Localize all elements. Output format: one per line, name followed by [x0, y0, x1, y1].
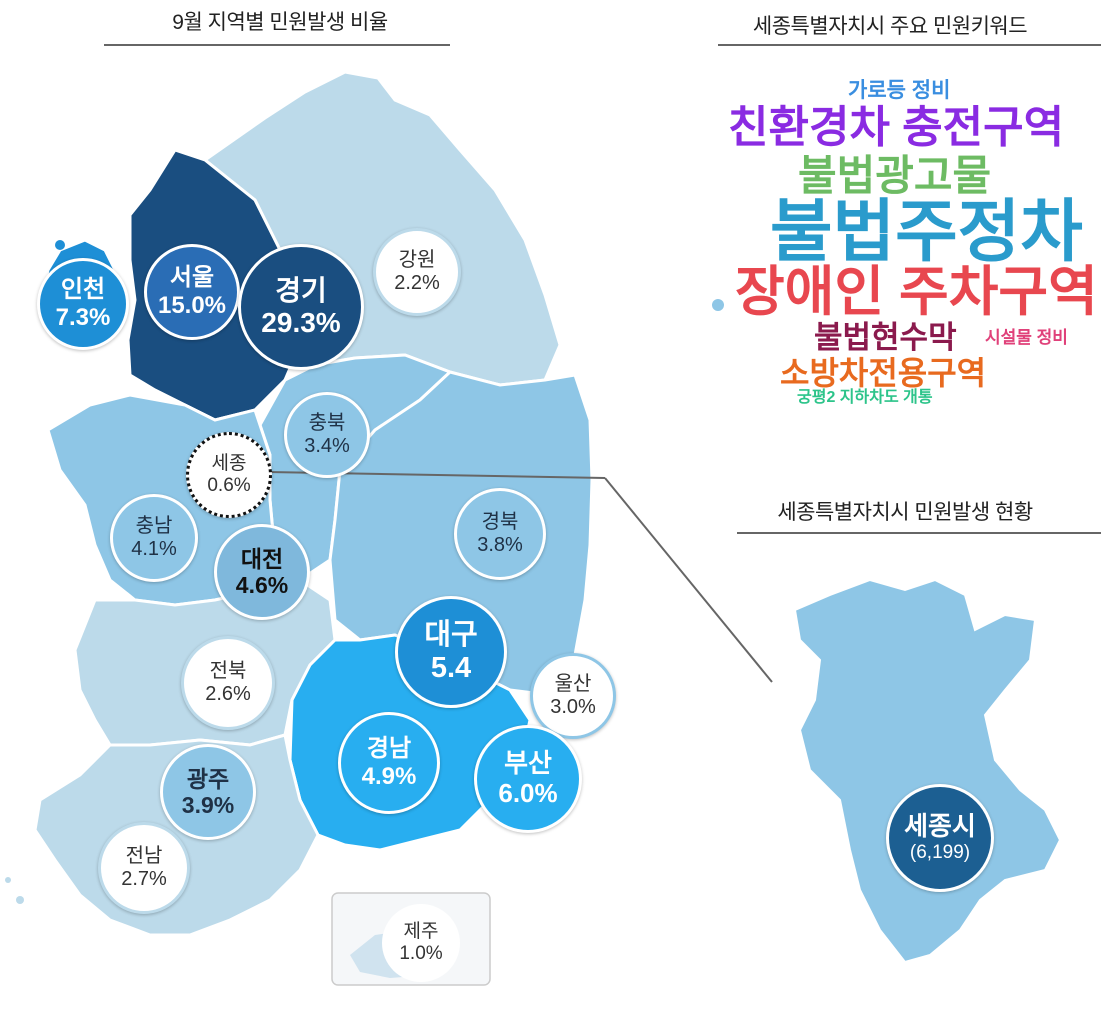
region-value: 4.9% — [361, 763, 417, 790]
region-value: 7.3% — [55, 304, 111, 331]
bubble-chungnam: 충남 4.1% — [110, 494, 198, 582]
sejong-status-title: 세종특별자치시 민원발생 현황 — [777, 501, 1033, 524]
region-name: 경북 — [481, 511, 519, 533]
region-name: 울산 — [554, 673, 592, 695]
region-value: 29.3% — [261, 307, 341, 338]
bubble-chungbuk: 충북 3.4% — [284, 392, 370, 478]
region-value: 15.0% — [157, 292, 227, 319]
region-value: 2.2% — [394, 272, 440, 294]
region-name: 강원 — [398, 249, 436, 271]
sejong-status-rule — [737, 532, 1101, 534]
region-name: 전북 — [209, 660, 247, 682]
region-name: 서울 — [169, 264, 215, 292]
region-name: 인천 — [60, 276, 106, 304]
region-name: 충북 — [308, 412, 346, 434]
region-value: 4.1% — [131, 538, 177, 560]
bubble-ulsan: 울산 3.0% — [530, 653, 616, 739]
region-name: 광주 — [186, 765, 230, 792]
keyword: 친환경차 충전구역 — [728, 103, 1065, 152]
region-value: 6.0% — [498, 778, 558, 808]
bubble-seoul: 서울 15.0% — [144, 244, 240, 340]
region-name: 세종 — [211, 453, 247, 475]
region-value: 2.7% — [121, 868, 167, 890]
region-name: 대구 — [424, 618, 478, 651]
keyword: 소방차전용구역 — [780, 355, 987, 391]
region-name: 부산 — [504, 748, 552, 779]
bubble-gyeonggi: 경기 29.3% — [238, 244, 364, 370]
right-title-rule — [718, 44, 1101, 46]
keyword: 불법주정차 — [770, 194, 1083, 270]
keyword: 시설물 정비 — [985, 328, 1068, 347]
bubble-busan: 부산 6.0% — [474, 725, 582, 833]
island — [55, 240, 65, 250]
region-value: 2.6% — [205, 683, 251, 705]
island — [16, 896, 24, 904]
bubble-sejong-city: 세종시 (6,199) — [886, 784, 994, 892]
region-sejong-detail — [793, 578, 1062, 964]
region-value: 4.6% — [235, 572, 289, 598]
region-value: 3.4% — [304, 435, 350, 457]
region-value: 3.9% — [181, 792, 235, 818]
keyword: 가로등 정비 — [848, 79, 951, 102]
region-value: 5.4 — [430, 652, 472, 684]
region-value: 1.0% — [399, 943, 443, 964]
city-name: 세종시 — [904, 811, 976, 842]
bubble-gyeongbuk: 경북 3.8% — [454, 488, 546, 580]
region-value: 0.6% — [207, 475, 251, 496]
keyword: 불법광고물 — [798, 152, 992, 199]
island — [5, 877, 11, 883]
connector-line — [604, 477, 773, 683]
keyword: 궁평2 지하차도 개통 — [797, 389, 933, 406]
region-name: 제주 — [403, 921, 439, 943]
city-count: (6,199) — [909, 842, 971, 864]
region-value: 3.8% — [477, 534, 523, 556]
island — [712, 299, 724, 311]
region-name: 전남 — [125, 845, 163, 867]
keyword: 장애인 주차구역 — [735, 262, 1098, 322]
region-name: 경기 — [275, 274, 327, 306]
bubble-jeonnam: 전남 2.7% — [98, 822, 190, 914]
right-title: 세종특별자치시 주요 민원키워드 — [752, 15, 1028, 38]
bubble-sejong: 세종 0.6% — [186, 432, 272, 518]
region-name: 대전 — [240, 545, 284, 572]
left-title-rule — [104, 44, 450, 46]
bubble-jeonbuk: 전북 2.6% — [181, 636, 275, 730]
bubble-gwangju: 광주 3.9% — [160, 744, 256, 840]
region-name: 충남 — [135, 515, 173, 537]
bubble-incheon: 인천 7.3% — [37, 258, 129, 350]
left-title: 9월 지역별 민원발생 비율 — [172, 11, 388, 34]
bubble-gyeongnam: 경남 4.9% — [338, 712, 440, 814]
region-name: 경남 — [366, 735, 412, 763]
region-value: 3.0% — [550, 696, 596, 718]
keyword: 불법현수막 — [814, 320, 957, 355]
bubble-jeju: 제주 1.0% — [382, 904, 460, 982]
bubble-daegu: 대구 5.4 — [395, 596, 507, 708]
bubble-daejeon: 대전 4.6% — [214, 524, 310, 620]
bubble-gangwon: 강원 2.2% — [373, 228, 461, 316]
